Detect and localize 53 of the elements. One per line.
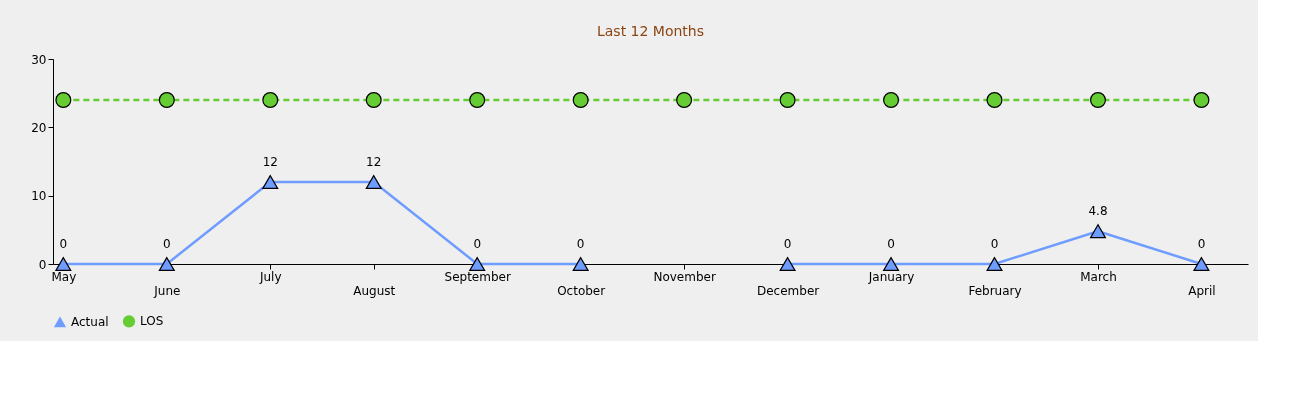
point: [1089, 224, 1106, 239]
x-tick-label: July: [258, 269, 282, 284]
point: [262, 92, 279, 108]
x-tick-label: October: [557, 283, 606, 298]
point: [676, 92, 693, 108]
point: [883, 256, 900, 272]
point: [1193, 92, 1210, 108]
data-label: 0: [1197, 237, 1206, 251]
x-tick-label: November: [653, 269, 716, 284]
point: [572, 256, 589, 272]
y-tick-label: 20: [31, 120, 47, 135]
x-tick-label: April: [1188, 283, 1216, 298]
x-tick-label: September: [444, 269, 511, 284]
point: [469, 92, 486, 108]
chart-title: Last 12 Months: [596, 23, 705, 39]
point: [986, 92, 1003, 108]
data-label: 0: [576, 237, 585, 251]
point: [883, 92, 900, 108]
point: [779, 92, 796, 108]
data-label: 0: [162, 237, 171, 251]
y-tick-label: 10: [31, 189, 47, 204]
data-label: 0: [473, 237, 482, 251]
point: [779, 256, 796, 272]
point: [55, 92, 72, 108]
data-label: 4.8: [1088, 204, 1108, 219]
x-tick-label: June: [153, 283, 181, 298]
point: [365, 92, 382, 108]
point: [1193, 256, 1210, 272]
point: [469, 256, 486, 272]
point: [986, 256, 1003, 272]
data-label: 0: [990, 237, 999, 251]
point: [55, 256, 72, 272]
y-tick-label: 0: [38, 257, 47, 272]
legend-label: Actual: [71, 314, 109, 329]
legend-label: LOS: [140, 314, 164, 329]
data-label: 12: [262, 155, 278, 169]
point: [572, 92, 589, 108]
y-tick-label: 30: [31, 52, 47, 67]
point: [262, 174, 279, 190]
point: [158, 92, 175, 108]
point: [365, 174, 382, 190]
x-tick-label: December: [756, 283, 820, 298]
data-label: 0: [783, 237, 792, 251]
x-tick-label: August: [353, 283, 396, 298]
x-tick-label: May: [51, 269, 77, 284]
x-tick-label: January: [867, 269, 915, 284]
data-label: 12: [366, 155, 382, 169]
data-label: 0: [887, 237, 895, 251]
x-tick-label: February: [968, 283, 1022, 298]
point: [1089, 92, 1106, 108]
x-tick-label: March: [1080, 269, 1117, 284]
data-label: 0: [59, 237, 68, 251]
point: [158, 256, 175, 272]
